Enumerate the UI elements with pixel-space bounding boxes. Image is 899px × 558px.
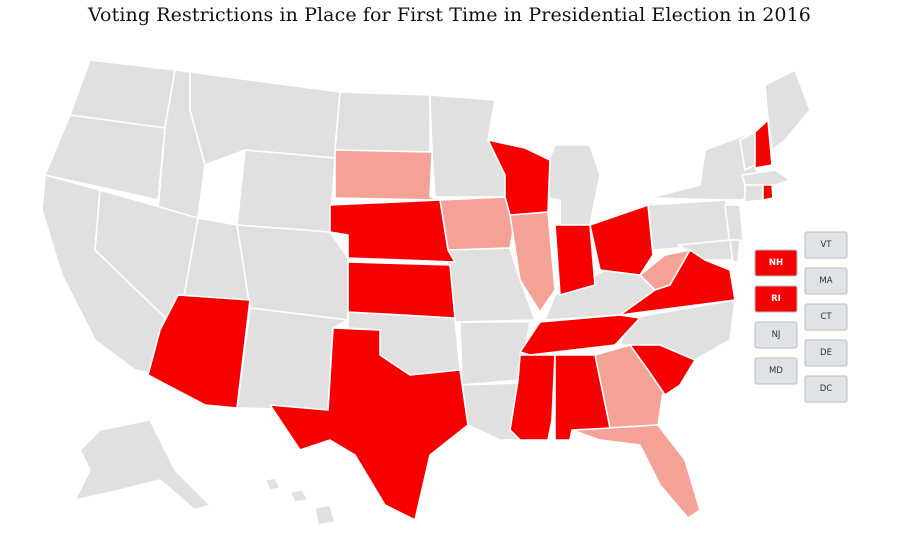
state-box-ct[interactable]: CT [804,303,848,331]
state-box-label: NJ [772,330,781,340]
state-nebraska[interactable] [329,199,456,263]
map-title: Voting Restrictions in Place for First T… [87,4,811,26]
state-box-md[interactable]: MD [754,357,798,385]
state-box-nj[interactable]: NJ [754,321,798,349]
state-box-label: CT [820,312,832,322]
state-box-label: DE [820,348,832,358]
state-box-nh[interactable]: NH [754,249,798,277]
state-texas[interactable] [269,327,469,521]
state-indiana[interactable] [554,224,596,296]
state-box-ri[interactable]: RI [754,285,798,313]
state-maine[interactable] [764,69,811,151]
state-box-label: RI [771,294,781,304]
state-new-hampshire[interactable] [754,119,773,169]
state-alabama[interactable] [554,354,611,441]
state-box-de[interactable]: DE [804,339,848,367]
state-alaska[interactable] [74,419,211,511]
state-massachusetts[interactable] [741,169,791,186]
state-iowa[interactable] [439,196,516,251]
state-ohio[interactable] [589,204,654,276]
state-florida[interactable] [571,424,701,519]
state-box-label: DC [820,384,833,394]
state-south-dakota[interactable] [334,149,441,201]
states-new-restriction [147,119,774,521]
small-state-boxes: VT NH MA RI CT NJ DE MD DC [754,231,848,403]
state-south-carolina[interactable] [629,344,696,396]
state-oregon[interactable] [44,114,166,201]
state-connecticut[interactable] [744,184,764,203]
state-box-vt[interactable]: VT [804,231,848,259]
state-box-label: VT [820,240,832,250]
state-box-ma[interactable]: MA [804,267,848,295]
state-box-label: MD [769,366,783,376]
state-box-dc[interactable]: DC [804,375,848,403]
states-no-new-restriction [41,59,811,526]
state-wyoming[interactable] [236,149,336,233]
state-hawaii[interactable] [264,477,336,526]
state-new-jersey[interactable] [724,204,744,246]
state-box-label: MA [819,276,832,286]
state-box-label: NH [769,258,783,268]
state-north-dakota[interactable] [334,91,431,153]
state-colorado[interactable] [236,224,349,321]
state-delaware[interactable] [729,239,741,263]
state-arizona[interactable] [147,294,251,409]
state-virginia[interactable] [619,249,736,316]
state-rhode-island[interactable] [762,184,774,201]
state-kansas[interactable] [347,261,456,319]
state-wisconsin[interactable] [487,139,551,216]
